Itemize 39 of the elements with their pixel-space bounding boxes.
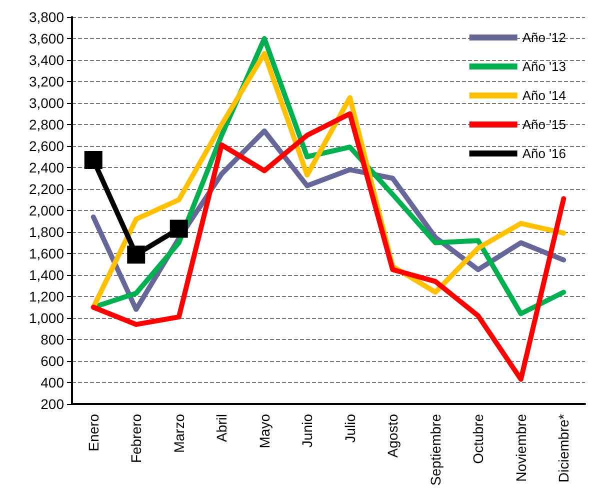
x-tick-label: Marzo [170, 414, 187, 453]
x-tick-label: Junio [299, 414, 316, 448]
legend-label: Año '16 [522, 146, 566, 161]
legend-label: Año '12 [522, 30, 566, 45]
y-tick-label: 2,600 [28, 138, 64, 154]
y-tick-label: 1,800 [28, 224, 64, 240]
y-tick-label: 3,400 [28, 52, 64, 68]
x-tick-label: Diciembre* [556, 413, 572, 482]
x-tick-label: Agosto [384, 414, 401, 458]
y-tick-label: 200 [40, 396, 64, 412]
x-tick-label: Octubre [470, 414, 486, 464]
y-tick-label: 2,400 [28, 160, 64, 176]
point [84, 150, 102, 169]
x-tick-label: Noviembre [512, 414, 529, 482]
x-tick-label: Septiembre [427, 414, 444, 486]
y-tick-label: 3,800 [28, 9, 64, 25]
y-tick-label: 1,200 [28, 288, 64, 304]
y-tick-label: 1,000 [28, 310, 64, 326]
y-tick-label: 1,600 [28, 246, 64, 262]
point [170, 220, 188, 238]
y-tick-label: 3,000 [28, 95, 64, 111]
y-tick-label: 800 [40, 332, 64, 348]
x-tick-label: Enero [85, 414, 102, 452]
y-tick-label: 400 [40, 374, 64, 390]
y-tick-label: 2,800 [28, 116, 64, 132]
y-tick-label: 1,400 [28, 267, 64, 283]
y-tick-label: 3,200 [28, 74, 64, 90]
x-tick-label: Mayo [256, 414, 272, 448]
point [127, 246, 146, 264]
x-tick-label: Abril [214, 414, 230, 442]
y-tick-label: 600 [40, 353, 64, 369]
legend-label: Año '15 [522, 117, 566, 132]
x-tick-label: Febrero [128, 414, 144, 464]
legend-label: Año '14 [522, 88, 566, 103]
legend-label: Año '13 [522, 59, 566, 74]
y-tick-label: 3,600 [28, 30, 64, 46]
x-tick-label: Julio [342, 414, 358, 443]
y-tick-label: 2,000 [28, 202, 64, 218]
y-tick-label: 2,200 [28, 181, 64, 197]
